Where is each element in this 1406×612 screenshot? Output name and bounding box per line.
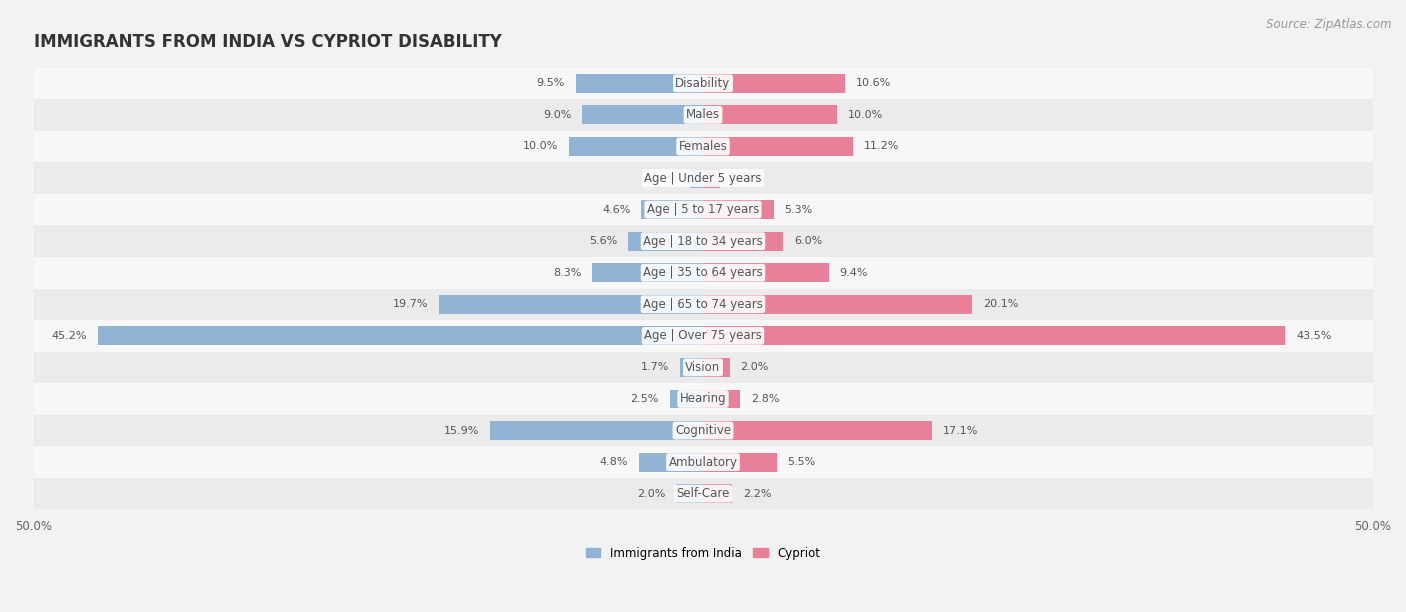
Bar <box>34 478 1372 509</box>
Legend: Immigrants from India, Cypriot: Immigrants from India, Cypriot <box>581 542 825 564</box>
Bar <box>98 326 703 345</box>
Bar <box>681 358 703 377</box>
Text: 1.7%: 1.7% <box>641 362 669 373</box>
Bar <box>34 446 1372 478</box>
Text: 5.3%: 5.3% <box>785 204 813 215</box>
Bar <box>676 484 703 503</box>
Bar <box>34 225 1372 257</box>
Text: IMMIGRANTS FROM INDIA VS CYPRIOT DISABILITY: IMMIGRANTS FROM INDIA VS CYPRIOT DISABIL… <box>34 34 502 51</box>
Bar <box>703 389 741 408</box>
Bar <box>569 137 703 156</box>
Text: 5.5%: 5.5% <box>787 457 815 467</box>
Text: 20.1%: 20.1% <box>983 299 1018 309</box>
Bar <box>703 326 1285 345</box>
Bar <box>34 320 1372 352</box>
Text: 4.8%: 4.8% <box>599 457 628 467</box>
Bar <box>576 74 703 93</box>
Bar <box>669 389 703 408</box>
Bar <box>703 200 773 219</box>
Bar <box>592 263 703 282</box>
Bar <box>703 263 830 282</box>
Text: 10.0%: 10.0% <box>523 141 558 151</box>
Bar <box>34 194 1372 225</box>
Bar <box>34 257 1372 288</box>
Bar <box>34 67 1372 99</box>
Bar <box>491 421 703 440</box>
Text: 10.0%: 10.0% <box>848 110 883 120</box>
Bar <box>34 99 1372 131</box>
Text: Females: Females <box>679 140 727 153</box>
Bar <box>34 352 1372 383</box>
Text: 2.0%: 2.0% <box>741 362 769 373</box>
Bar <box>703 105 837 124</box>
Bar <box>638 453 703 472</box>
Text: 45.2%: 45.2% <box>52 331 87 341</box>
Bar <box>439 295 703 314</box>
Bar <box>703 484 733 503</box>
Text: 1.0%: 1.0% <box>651 173 679 183</box>
Text: Hearing: Hearing <box>679 392 727 406</box>
Text: 15.9%: 15.9% <box>444 425 479 436</box>
Text: Source: ZipAtlas.com: Source: ZipAtlas.com <box>1267 18 1392 31</box>
Text: 19.7%: 19.7% <box>394 299 429 309</box>
Bar <box>703 232 783 251</box>
Text: 11.2%: 11.2% <box>863 141 898 151</box>
Bar <box>703 453 776 472</box>
Text: 17.1%: 17.1% <box>942 425 979 436</box>
Text: 4.6%: 4.6% <box>602 204 631 215</box>
Text: 9.4%: 9.4% <box>839 267 868 278</box>
Bar <box>689 168 703 187</box>
Text: 2.2%: 2.2% <box>744 488 772 499</box>
Text: 2.5%: 2.5% <box>630 394 659 404</box>
Text: 8.3%: 8.3% <box>553 267 581 278</box>
Bar <box>34 415 1372 446</box>
Text: Age | 35 to 64 years: Age | 35 to 64 years <box>643 266 763 279</box>
Bar <box>703 74 845 93</box>
Text: 43.5%: 43.5% <box>1296 331 1331 341</box>
Bar <box>703 295 972 314</box>
Text: Males: Males <box>686 108 720 121</box>
Text: 6.0%: 6.0% <box>794 236 823 246</box>
Text: Ambulatory: Ambulatory <box>668 455 738 469</box>
Bar <box>703 137 853 156</box>
Bar <box>641 200 703 219</box>
Text: Age | Over 75 years: Age | Over 75 years <box>644 329 762 342</box>
Text: Disability: Disability <box>675 77 731 90</box>
Text: Age | 65 to 74 years: Age | 65 to 74 years <box>643 298 763 311</box>
Text: Age | 18 to 34 years: Age | 18 to 34 years <box>643 234 763 248</box>
Text: 9.5%: 9.5% <box>537 78 565 88</box>
Bar <box>34 162 1372 194</box>
Bar <box>34 288 1372 320</box>
Text: 5.6%: 5.6% <box>589 236 617 246</box>
Text: 2.0%: 2.0% <box>637 488 665 499</box>
Text: 1.3%: 1.3% <box>731 173 759 183</box>
Bar <box>703 358 730 377</box>
Bar <box>34 383 1372 415</box>
Text: Age | 5 to 17 years: Age | 5 to 17 years <box>647 203 759 216</box>
Bar <box>34 131 1372 162</box>
Text: Vision: Vision <box>685 361 721 374</box>
Text: Self-Care: Self-Care <box>676 487 730 500</box>
Bar <box>628 232 703 251</box>
Bar <box>582 105 703 124</box>
Text: 10.6%: 10.6% <box>856 78 891 88</box>
Bar <box>703 421 932 440</box>
Text: Cognitive: Cognitive <box>675 424 731 437</box>
Text: 2.8%: 2.8% <box>751 394 780 404</box>
Bar <box>703 168 720 187</box>
Text: 9.0%: 9.0% <box>543 110 572 120</box>
Text: Age | Under 5 years: Age | Under 5 years <box>644 171 762 185</box>
